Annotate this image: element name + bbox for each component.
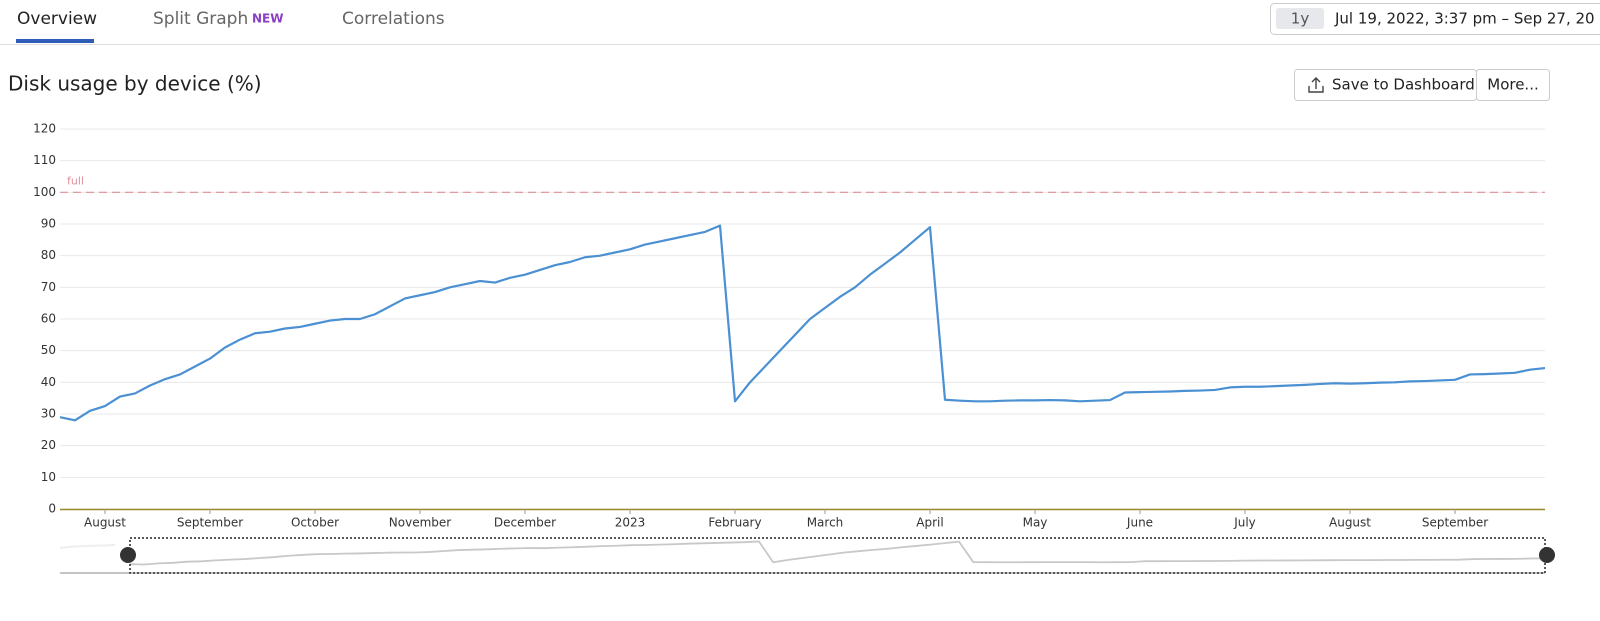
tab[interactable]: Overview: [17, 9, 97, 29]
chart-title: Disk usage by device (%): [8, 72, 262, 96]
tab[interactable]: Correlations: [342, 9, 445, 29]
y-tick-label: 60: [41, 312, 56, 326]
y-tick-label: 0: [48, 502, 56, 516]
y-tick-label: 100: [33, 185, 56, 199]
tab[interactable]: Split Graph: [153, 9, 248, 29]
x-tick-label: May: [1023, 516, 1048, 530]
preset[interactable]: 1y: [1291, 10, 1310, 28]
upload-icon: [1308, 77, 1324, 93]
x-tick-label: September: [177, 516, 243, 530]
x-tick-label: September: [1422, 516, 1488, 530]
x-tick-label: March: [807, 516, 844, 530]
line: [59, 224, 1546, 422]
y-tick-label: 80: [41, 248, 56, 262]
y-tick-label: 70: [41, 280, 56, 294]
y-tick-label: 50: [41, 343, 56, 357]
minimap-left: [59, 544, 116, 549]
more-label[interactable]: More...: [1487, 76, 1539, 94]
x-tick-label: June: [1126, 516, 1153, 530]
y-tick-label: 10: [41, 470, 56, 484]
x-tick-label: December: [494, 516, 556, 530]
x-tick-label: 2023: [615, 516, 646, 530]
x-tick-label: February: [708, 516, 761, 530]
minimap-window: [129, 537, 1546, 574]
tab-underline: [16, 39, 94, 43]
x-tick-label: August: [84, 516, 126, 530]
x-tick-label: April: [916, 516, 943, 530]
x-tick-label: August: [1329, 516, 1371, 530]
minimap-handle[interactable]: [120, 547, 136, 563]
reference-label: full: [67, 174, 84, 187]
x-tick-label: July: [1233, 516, 1256, 530]
y-tick-label: 110: [33, 153, 56, 167]
y-tick-label: 90: [41, 217, 56, 231]
date-box[interactable]: [1270, 3, 1600, 35]
preset-pill[interactable]: [1276, 8, 1324, 29]
y-tick-label: 20: [41, 438, 56, 452]
date-range[interactable]: Jul 19, 2022, 3:37 pm – Sep 27, 20: [1334, 10, 1595, 28]
minimap-line: [129, 540, 1546, 566]
badge: NEW: [252, 12, 283, 26]
y-tick-label: 40: [41, 375, 56, 389]
y-tick-label: 120: [33, 122, 56, 136]
x-tick-label: October: [291, 516, 339, 530]
y-tick-label: 30: [41, 407, 56, 421]
minimap-handle[interactable]: [1539, 547, 1555, 563]
save-label[interactable]: Save to Dashboard: [1332, 76, 1475, 94]
more-button[interactable]: [1476, 69, 1550, 101]
x-tick-label: November: [389, 516, 451, 530]
